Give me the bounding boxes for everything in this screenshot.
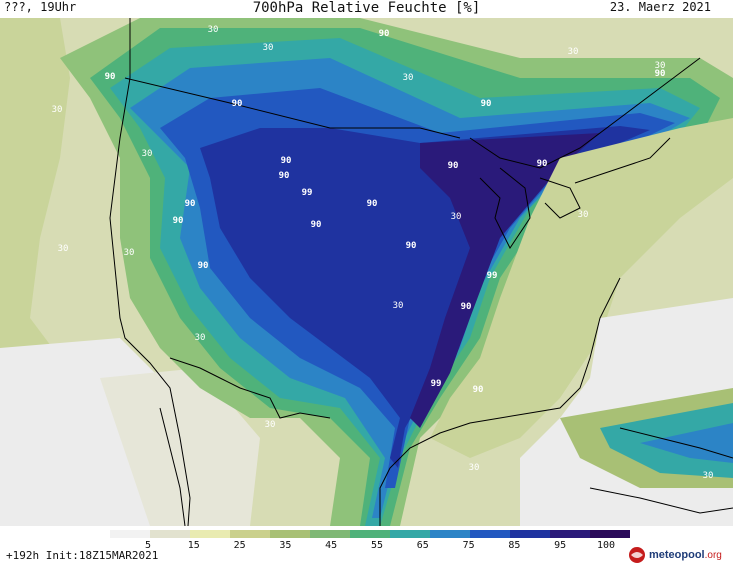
contour-label-30: 30 bbox=[451, 212, 462, 222]
contour-label-99: 99 bbox=[302, 188, 313, 198]
color-scale-swatch bbox=[390, 530, 431, 538]
contour-label-30: 30 bbox=[195, 333, 206, 343]
contour-label-30: 30 bbox=[124, 248, 135, 258]
meteopool-logo: meteopool.org bbox=[628, 545, 722, 565]
contour-labels: 30 30 30 30 30 30 30 30 30 30 30 30 30 3… bbox=[52, 25, 714, 481]
color-scale-swatch bbox=[510, 530, 551, 538]
contour-label-90: 90 bbox=[185, 199, 196, 209]
contour-label-90: 90 bbox=[448, 161, 459, 171]
contour-label-30: 30 bbox=[263, 43, 274, 53]
contour-label-90: 90 bbox=[279, 171, 290, 181]
contour-label-30: 30 bbox=[52, 105, 63, 115]
color-scale-swatch bbox=[110, 530, 151, 538]
color-scale-label: 35 bbox=[279, 540, 292, 551]
contour-label-90: 90 bbox=[281, 156, 292, 166]
contour-label-90: 90 bbox=[537, 159, 548, 169]
humidity-fill bbox=[0, 18, 733, 526]
contour-label-90: 90 bbox=[311, 220, 322, 230]
globe-icon bbox=[629, 547, 645, 563]
color-scale-bar bbox=[110, 530, 630, 538]
color-scale-label: 15 bbox=[187, 540, 200, 551]
contour-label-30: 30 bbox=[393, 301, 404, 311]
contour-label-90: 90 bbox=[473, 385, 484, 395]
humidity-map: 30 30 30 30 30 30 30 30 30 30 30 30 30 3… bbox=[0, 18, 733, 526]
contour-label-30: 30 bbox=[403, 73, 414, 83]
color-scale-swatch bbox=[470, 530, 511, 538]
color-scale-swatch bbox=[150, 530, 191, 538]
color-scale-swatch bbox=[430, 530, 471, 538]
valid-date-label: 23. Maerz 2021 bbox=[609, 0, 711, 14]
color-scale-label: 85 bbox=[508, 540, 521, 551]
color-scale-label: 75 bbox=[462, 540, 475, 551]
contour-label-90: 90 bbox=[173, 216, 184, 226]
color-scale-label: 95 bbox=[554, 540, 567, 551]
color-scale-label: 25 bbox=[233, 540, 246, 551]
color-scale-label: 100 bbox=[596, 540, 616, 551]
contour-label-90: 90 bbox=[367, 199, 378, 209]
map-header: ???, 19Uhr 700hPa Relative Feuchte [%] 2… bbox=[0, 0, 733, 18]
color-scale-swatch bbox=[550, 530, 591, 538]
logo-suffix-text: .org bbox=[704, 550, 722, 561]
contour-label-30: 30 bbox=[469, 463, 480, 473]
contour-label-90: 90 bbox=[461, 302, 472, 312]
contour-label-90: 90 bbox=[198, 261, 209, 271]
contour-label-90: 90 bbox=[481, 99, 492, 109]
contour-label-30: 30 bbox=[655, 61, 666, 71]
contour-label-99: 99 bbox=[487, 271, 498, 281]
logo-main-text: meteopool bbox=[649, 549, 705, 561]
color-scale-swatch bbox=[270, 530, 311, 538]
map-outlines bbox=[109, 18, 733, 526]
color-scale-label: 65 bbox=[416, 540, 429, 551]
map-title: 700hPa Relative Feuchte [%] bbox=[252, 0, 481, 16]
color-scale-labels: 5 15 25 35 45 55 65 75 85 95 100 bbox=[0, 540, 733, 554]
contour-label-30: 30 bbox=[58, 244, 69, 254]
forecast-init-label: +192h Init:18Z15MAR2021 bbox=[6, 549, 159, 562]
contour-label-30: 30 bbox=[568, 47, 579, 57]
contour-label-99: 99 bbox=[431, 379, 442, 389]
contour-label-90: 90 bbox=[105, 72, 116, 82]
color-scale-label: 5 bbox=[144, 540, 152, 551]
color-scale-swatch bbox=[590, 530, 630, 538]
contour-label-30: 30 bbox=[208, 25, 219, 35]
contour-label-90: 90 bbox=[655, 69, 666, 79]
contour-label-30: 30 bbox=[703, 471, 714, 481]
contour-label-90: 90 bbox=[379, 29, 390, 39]
contour-label-30: 30 bbox=[265, 420, 276, 430]
color-scale-swatch bbox=[230, 530, 271, 538]
contour-label-90: 90 bbox=[232, 99, 243, 109]
valid-time-label: ???, 19Uhr bbox=[4, 0, 77, 14]
color-scale-swatch bbox=[190, 530, 231, 538]
contour-label-30: 30 bbox=[142, 149, 153, 159]
color-scale-label: 45 bbox=[325, 540, 338, 551]
color-scale-label: 55 bbox=[370, 540, 384, 551]
color-scale-swatch bbox=[310, 530, 351, 538]
contour-label-30: 30 bbox=[578, 210, 589, 220]
contour-label-90: 90 bbox=[406, 241, 417, 251]
color-scale-swatch bbox=[350, 530, 391, 538]
